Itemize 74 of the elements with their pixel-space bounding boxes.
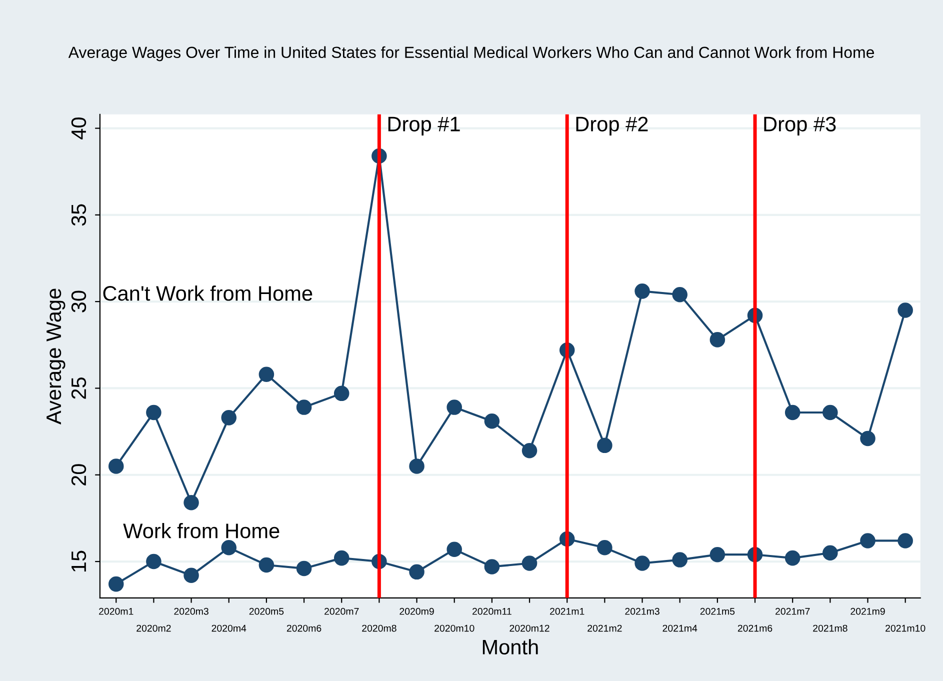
point bbox=[184, 568, 199, 584]
x-tick-label: 2021m5 bbox=[700, 608, 735, 615]
point bbox=[597, 540, 612, 556]
x-tick-label: 2020m2 bbox=[136, 624, 171, 632]
x-tick-label: 2021m1 bbox=[550, 608, 584, 615]
point bbox=[522, 442, 538, 458]
x-tick-label: 2020m8 bbox=[362, 624, 396, 632]
x-tick-label: 2020m12 bbox=[510, 624, 550, 632]
ref-line-label: Drop #1 bbox=[388, 116, 460, 136]
point bbox=[258, 557, 274, 573]
point bbox=[634, 284, 650, 299]
point bbox=[672, 552, 688, 568]
point bbox=[784, 404, 800, 420]
point bbox=[334, 550, 350, 566]
point bbox=[898, 533, 913, 548]
x-tick-label: 2020m7 bbox=[324, 608, 359, 615]
y-tick-label: 15 bbox=[72, 550, 86, 572]
point bbox=[108, 458, 124, 474]
point bbox=[634, 556, 650, 571]
x-tick-label: 2020m10 bbox=[434, 624, 474, 632]
ref-line-label: Drop #2 bbox=[576, 116, 648, 136]
point bbox=[334, 386, 350, 402]
x-tick-label: 2021m7 bbox=[776, 608, 810, 615]
point bbox=[710, 546, 726, 562]
point bbox=[710, 332, 726, 348]
x-tick-label: 2020m6 bbox=[286, 624, 322, 632]
point bbox=[672, 287, 688, 302]
y-tick-label: 30 bbox=[71, 290, 86, 312]
x-tick-label: 2021m2 bbox=[588, 624, 622, 632]
point bbox=[784, 550, 800, 566]
point bbox=[860, 533, 876, 548]
point bbox=[898, 302, 913, 318]
x-tick-label: 2020m5 bbox=[249, 608, 284, 615]
x-tick-label: 2021m8 bbox=[813, 624, 848, 632]
y-tick-label: 40 bbox=[71, 118, 86, 140]
x-tick-label: 2021m6 bbox=[738, 624, 772, 632]
point bbox=[597, 438, 612, 454]
x-tick-label: 2021m3 bbox=[625, 608, 660, 615]
point bbox=[296, 400, 312, 415]
y-tick-label: 20 bbox=[71, 464, 86, 486]
point bbox=[296, 560, 312, 576]
y-tick-label: 35 bbox=[71, 204, 86, 226]
x-tick-label: 2020m9 bbox=[400, 608, 434, 615]
x-tick-label: 2021m10 bbox=[886, 624, 926, 632]
point bbox=[409, 564, 424, 580]
y-axis-title: Average Wage bbox=[46, 288, 66, 424]
x-tick-label: 2020m4 bbox=[212, 624, 246, 632]
x-tick-label: 2021m4 bbox=[662, 624, 698, 632]
series-label: Work from Home bbox=[123, 522, 280, 538]
point bbox=[409, 458, 424, 474]
point bbox=[146, 554, 162, 570]
point bbox=[822, 545, 838, 560]
point bbox=[258, 366, 274, 382]
text: Can't Work from Home bbox=[103, 285, 312, 301]
point bbox=[522, 556, 538, 571]
point bbox=[146, 404, 162, 420]
point bbox=[184, 494, 199, 510]
point bbox=[108, 576, 124, 592]
point bbox=[446, 542, 462, 558]
x-tick-label: 2020m3 bbox=[174, 608, 208, 615]
y-tick-label: 25 bbox=[71, 378, 86, 399]
x-tick-label: 2020m1 bbox=[99, 608, 134, 615]
point bbox=[860, 430, 876, 446]
ref-line-label: Drop #3 bbox=[764, 116, 836, 136]
x-tick-label: 2020m11 bbox=[472, 608, 512, 615]
x-axis-title: Month bbox=[482, 639, 538, 654]
point bbox=[822, 404, 838, 420]
point bbox=[446, 400, 462, 415]
point bbox=[484, 559, 500, 574]
point bbox=[221, 410, 237, 426]
chart-title: Average Wages Over Time in United States for Essential Medical Workers Who Can and Cannot Work from Home bbox=[68, 46, 874, 62]
point bbox=[484, 414, 500, 429]
x-tick-label: 2021m9 bbox=[850, 608, 885, 615]
point bbox=[221, 540, 237, 556]
